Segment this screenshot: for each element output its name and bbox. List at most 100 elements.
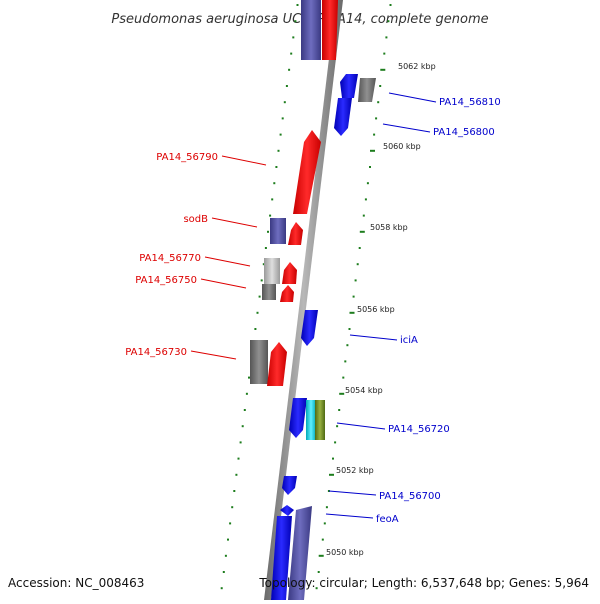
genes-left-strand [250,130,325,600]
gene-pa14-56810[interactable] [340,74,358,98]
scale-tick [379,85,382,87]
scale-tick [279,133,282,136]
gene-sodB-partner[interactable] [270,218,286,244]
gene-label-sodB[interactable]: sodB [183,214,208,225]
gene-labels-right: PA14_56810 PA14_56800 iciA PA14_56720 PA… [376,97,501,525]
scale-tick [359,230,365,233]
gene-pa14-56800[interactable] [334,98,352,136]
scale-tick [248,376,250,379]
scale-tick [338,409,341,411]
scale-tick [323,522,326,525]
scale-tick [377,101,380,104]
gene-label-pa14-56770[interactable]: PA14_56770 [139,253,201,264]
gene-feoA-cap[interactable] [280,505,294,516]
gene-feoA[interactable] [271,516,292,600]
scale-tick [281,117,284,120]
scale-tick [229,522,232,525]
scale-label-5058: 5058 kbp [370,223,408,232]
gene-label-iciA[interactable]: iciA [400,335,418,346]
gene-light-gray-56770[interactable] [264,258,280,284]
scale-tick [288,68,291,71]
gene-pa14-56750[interactable] [280,285,294,302]
scale-tick [283,101,286,104]
scale-tick [325,506,328,509]
scale-tick [383,52,386,55]
gene-iciA[interactable] [301,310,318,346]
gene-label-pa14-56750[interactable]: PA14_56750 [135,275,197,286]
topology-text: Topology: circular; Length: 6,537,648 bp… [258,576,589,590]
gene-purple-top[interactable] [301,0,321,60]
gene-pa14-56720-b[interactable] [306,400,316,440]
genes-right-strand [301,0,376,136]
gene-sodB[interactable] [288,222,303,245]
leader-lines [190,92,437,519]
scale-tick [275,166,278,168]
scale-tick [273,182,276,185]
scale-tick [235,473,238,476]
gene-label-pa14-56810[interactable]: PA14_56810 [439,97,501,108]
gene-pa14-56790[interactable] [293,130,321,214]
gene-labels-left: PA14_56790 sodB PA14_56770 PA14_56750 PA… [125,152,218,358]
scale-tick [389,4,392,6]
scale-tick [342,376,345,379]
gene-label-pa14-56700[interactable]: PA14_56700 [379,491,441,502]
scale-tick [227,538,229,541]
gene-pa14-56720-c[interactable] [315,400,325,440]
scale-tick [224,554,227,557]
scale-label-5054: 5054 kbp [345,386,383,395]
genome-title: Pseudomonas aeruginosa UCBPP-PA14, compl… [111,12,488,27]
scale-tick [334,441,337,444]
scale-label-5052: 5052 kbp [336,466,374,475]
scale-tick [269,214,272,217]
scale-tick [358,247,361,249]
scale-tick [339,392,345,395]
gene-purple-bottom[interactable] [288,506,312,600]
scale-tick [239,441,242,444]
scale-tick [349,311,355,314]
gene-pa14-56730[interactable] [267,342,287,386]
scale-tick [362,214,365,217]
scale-tick [264,247,267,249]
gene-label-pa14-56730[interactable]: PA14_56730 [125,347,187,358]
gene-pa14-56770[interactable] [282,262,297,284]
gene-red-top[interactable] [322,0,338,60]
gene-gray-56750[interactable] [262,284,276,300]
scale-tick [222,571,225,573]
gene-label-feoA[interactable]: feoA [376,514,399,525]
scale-tick [317,571,320,573]
gene-label-pa14-56800[interactable]: PA14_56800 [433,127,495,138]
scale-tick [292,36,295,39]
gene-pa14-56720-a[interactable] [289,398,307,438]
scale-tick [327,490,330,492]
scale-tick [277,149,280,152]
scale-tick [356,263,359,266]
scale-tick [373,133,376,136]
scale-tick [329,473,334,476]
scale-tick [256,311,259,314]
scale-label-5060: 5060 kbp [383,142,421,151]
gene-pa14-56700[interactable] [282,476,297,495]
scale-tick [380,68,386,71]
scale-tick [220,587,223,590]
scale-tick [369,166,371,168]
scale-tick [262,263,265,266]
scale-tick [344,360,347,363]
gene-label-pa14-56790[interactable]: PA14_56790 [156,152,218,163]
scale-tick [352,295,355,298]
scale-tick [260,279,263,282]
gene-gray-56810-adjacent[interactable] [358,78,376,102]
right-dotted-track [315,4,392,590]
scale-label-5050: 5050 kbp [326,548,364,557]
scale-tick [336,425,339,428]
scale-tick [385,36,388,39]
gene-gray-56730[interactable] [250,340,268,384]
scale-label-5062: 5062 kbp [398,62,436,71]
gene-label-pa14-56720[interactable]: PA14_56720 [388,424,450,435]
scale-label-5056: 5056 kbp [357,305,395,314]
scale-tick [243,409,246,411]
scale-tick [375,117,378,120]
scale-tick [233,490,236,492]
scale-tick [370,149,375,152]
